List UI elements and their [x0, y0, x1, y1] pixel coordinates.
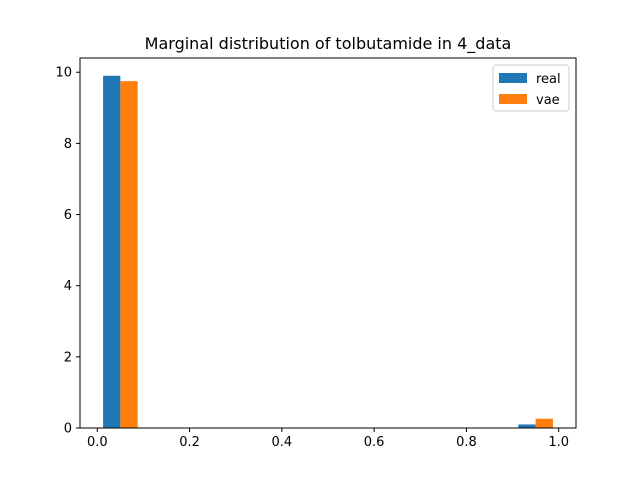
bar-vae-0 [120, 81, 138, 428]
y-tick-label: 6 [64, 208, 72, 223]
y-axis: 0 2 4 6 8 10 [55, 66, 80, 437]
y-tick-label: 2 [64, 350, 72, 365]
x-axis: 0.0 0.2 0.4 0.6 0.8 1.0 [87, 428, 569, 450]
axes-frame [79, 57, 577, 429]
x-tick-label: 1.0 [548, 435, 569, 450]
y-tick-label: 4 [64, 279, 72, 294]
plot-area [103, 75, 553, 429]
legend-swatch-real [499, 73, 527, 83]
y-tick-label: 8 [64, 137, 72, 152]
legend-label-real: real [536, 72, 561, 87]
bar-real-1 [518, 424, 536, 428]
x-tick-label: 0.8 [456, 435, 477, 450]
legend-swatch-vae [499, 94, 527, 104]
bar-vae-1 [535, 418, 553, 428]
bar-real-0 [103, 75, 121, 429]
x-tick-label: 0.4 [272, 435, 293, 450]
legend: real vae [492, 64, 570, 112]
y-tick-label: 10 [55, 66, 72, 81]
x-tick-label: 0.6 [364, 435, 385, 450]
y-tick-label: 0 [64, 422, 72, 437]
chart-title: Marginal distribution of tolbutamide in … [145, 34, 512, 54]
legend-label-vae: vae [536, 93, 560, 108]
x-tick-label: 0.2 [179, 435, 200, 450]
x-tick-label: 0.0 [87, 435, 108, 450]
